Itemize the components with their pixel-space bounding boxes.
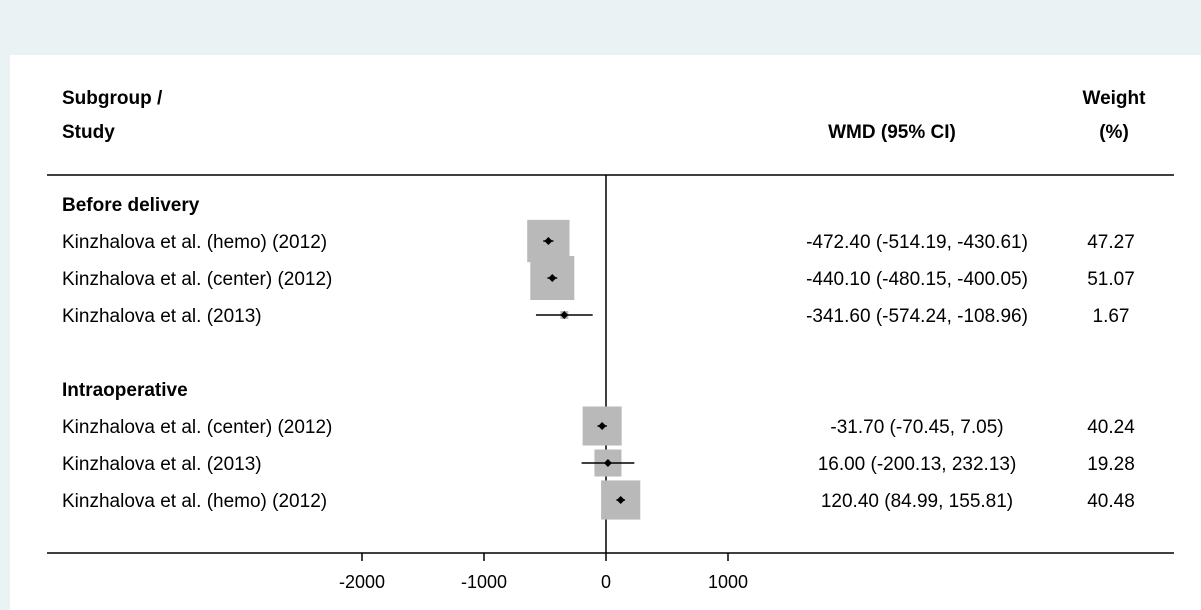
wmd-ci-value: 120.40 (84.99, 155.81) [821,491,1013,512]
study-label: Kinzhalova et al. (2013) [62,454,262,475]
wmd-ci-value: -440.10 (-480.15, -400.05) [806,269,1028,290]
weight-value: 47.27 [1087,232,1135,253]
weight-value: 19.28 [1087,454,1135,475]
study-label: Kinzhalova et al. (center) (2012) [62,417,332,438]
wmd-ci-value: -341.60 (-574.24, -108.96) [806,306,1028,327]
x-tick-label: -1000 [461,572,507,592]
point-estimate [598,422,607,430]
x-tick-label: -2000 [339,572,385,592]
weight-value: 51.07 [1087,269,1135,290]
x-tick-label: 1000 [708,572,748,592]
x-tick-label: 0 [601,572,611,592]
header-weight-unit: (%) [1099,122,1129,143]
x-axis-ticks: -2000 -1000 0 1000 [339,553,748,592]
wmd-ci-value: 16.00 (-200.13, 232.13) [818,454,1017,475]
point-estimate [544,237,553,245]
weight-value: 40.24 [1087,417,1135,438]
wmd-ci-value: -472.40 (-514.19, -430.61) [806,232,1028,253]
header-wmd-ci: WMD (95% CI) [828,122,956,143]
header-weight: Weight [1083,88,1147,109]
study-label: Kinzhalova et al. (hemo) (2012) [62,232,327,253]
study-label: Kinzhalova et al. (hemo) (2012) [62,491,327,512]
wmd-ci-value: -31.70 (-70.45, 7.05) [830,417,1003,438]
header-subgroup: Subgroup / [62,88,163,109]
subgroup-heading: Intraoperative [62,380,188,401]
point-estimate [616,496,625,504]
weight-value: 1.67 [1093,306,1130,327]
subgroup-heading: Before delivery [62,195,200,216]
point-estimate [560,311,569,319]
weight-value: 40.48 [1087,491,1135,512]
point-estimate [603,459,612,467]
header-study: Study [62,122,115,143]
study-rows: Before delivery Kinzhalova et al. (hemo) … [62,195,1135,520]
point-estimate [548,274,557,282]
study-label: Kinzhalova et al. (center) (2012) [62,269,332,290]
study-label: Kinzhalova et al. (2013) [62,306,262,327]
